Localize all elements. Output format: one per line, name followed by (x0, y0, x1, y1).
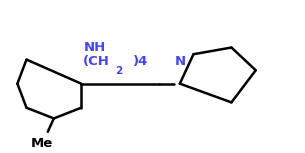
Text: Me: Me (30, 137, 53, 150)
Text: (CH: (CH (83, 55, 110, 68)
Text: NH: NH (84, 41, 106, 54)
Text: 2: 2 (116, 66, 123, 76)
Text: N: N (174, 55, 185, 68)
Text: )4: )4 (133, 55, 148, 68)
